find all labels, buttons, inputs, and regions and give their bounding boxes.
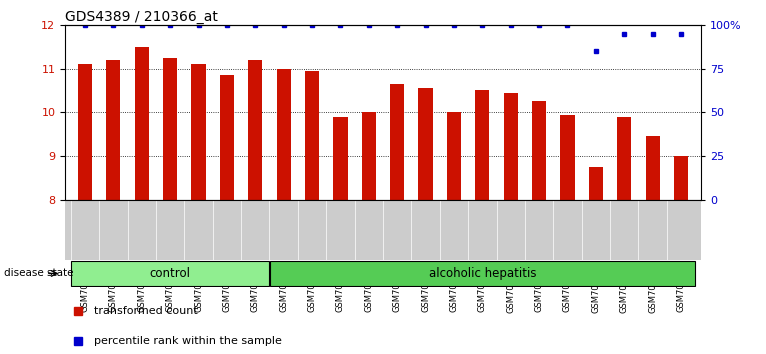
Text: disease state: disease state (4, 268, 74, 279)
Bar (589, 167, 603, 200)
Bar (561, 115, 574, 200)
Bar (220, 75, 234, 200)
Bar (163, 58, 177, 200)
Bar (78, 64, 92, 200)
Text: alcoholic hepatitis: alcoholic hepatitis (429, 267, 536, 280)
Bar (674, 156, 688, 200)
Bar (646, 137, 660, 200)
Text: transformed count: transformed count (93, 306, 198, 316)
Bar (532, 102, 546, 200)
Bar (362, 113, 376, 200)
Bar (270, 261, 695, 286)
Bar (277, 69, 291, 200)
Bar (447, 113, 461, 200)
Text: percentile rank within the sample: percentile rank within the sample (93, 336, 282, 346)
Bar (333, 117, 348, 200)
Bar (248, 60, 263, 200)
Bar (617, 117, 631, 200)
Bar (135, 47, 149, 200)
Bar (106, 60, 120, 200)
Bar (390, 84, 404, 200)
Bar (71, 261, 269, 286)
Bar (503, 93, 518, 200)
Text: GDS4389 / 210366_at: GDS4389 / 210366_at (65, 10, 218, 24)
Bar (418, 88, 433, 200)
Bar (305, 71, 319, 200)
Text: control: control (149, 267, 191, 280)
Bar (192, 64, 205, 200)
Bar (475, 91, 489, 200)
